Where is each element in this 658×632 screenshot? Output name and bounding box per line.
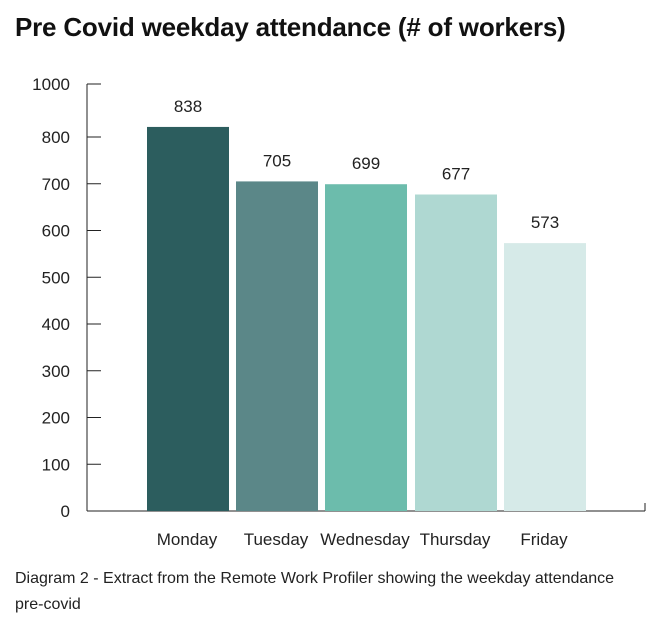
figure-caption: Diagram 2 - Extract from the Remote Work…	[15, 570, 615, 613]
chart-labels: 0 100 200 300 400 500 600 700 800 1000 838 Monday 70…	[32, 75, 568, 549]
y-tick-label: 1000	[32, 75, 70, 94]
chart-title: Pre Covid weekday attendance (# of worke…	[15, 12, 566, 42]
x-tick-label: Thursday	[420, 530, 491, 549]
chart-bars	[147, 126, 586, 512]
x-tick-label: Friday	[520, 530, 568, 549]
y-tick-label: 800	[42, 128, 70, 147]
y-tick-label: 400	[42, 315, 70, 334]
data-label: 677	[442, 165, 470, 184]
y-tick-label: 500	[42, 268, 70, 287]
y-tick-label: 0	[61, 502, 70, 521]
data-label: 699	[352, 154, 380, 173]
y-tick-label: 600	[42, 222, 70, 241]
bar	[504, 243, 586, 511]
data-label: 573	[531, 213, 559, 232]
bar	[236, 181, 318, 511]
x-tick-label: Wednesday	[320, 530, 410, 549]
y-tick-label: 300	[42, 362, 70, 381]
bar	[415, 194, 497, 511]
data-label: 705	[263, 151, 291, 170]
y-tick-label: 200	[42, 409, 70, 428]
bar-chart: 0 100 200 300 400 500 600 700 800 1000 838 Monday 70…	[32, 75, 646, 549]
bar	[147, 126, 229, 512]
x-tick-label: Monday	[157, 530, 218, 549]
data-label: 838	[174, 97, 202, 116]
y-tick-label: 100	[42, 455, 70, 474]
bar	[325, 184, 407, 511]
y-tick-label: 700	[42, 175, 70, 194]
x-tick-label: Tuesday	[244, 530, 309, 549]
